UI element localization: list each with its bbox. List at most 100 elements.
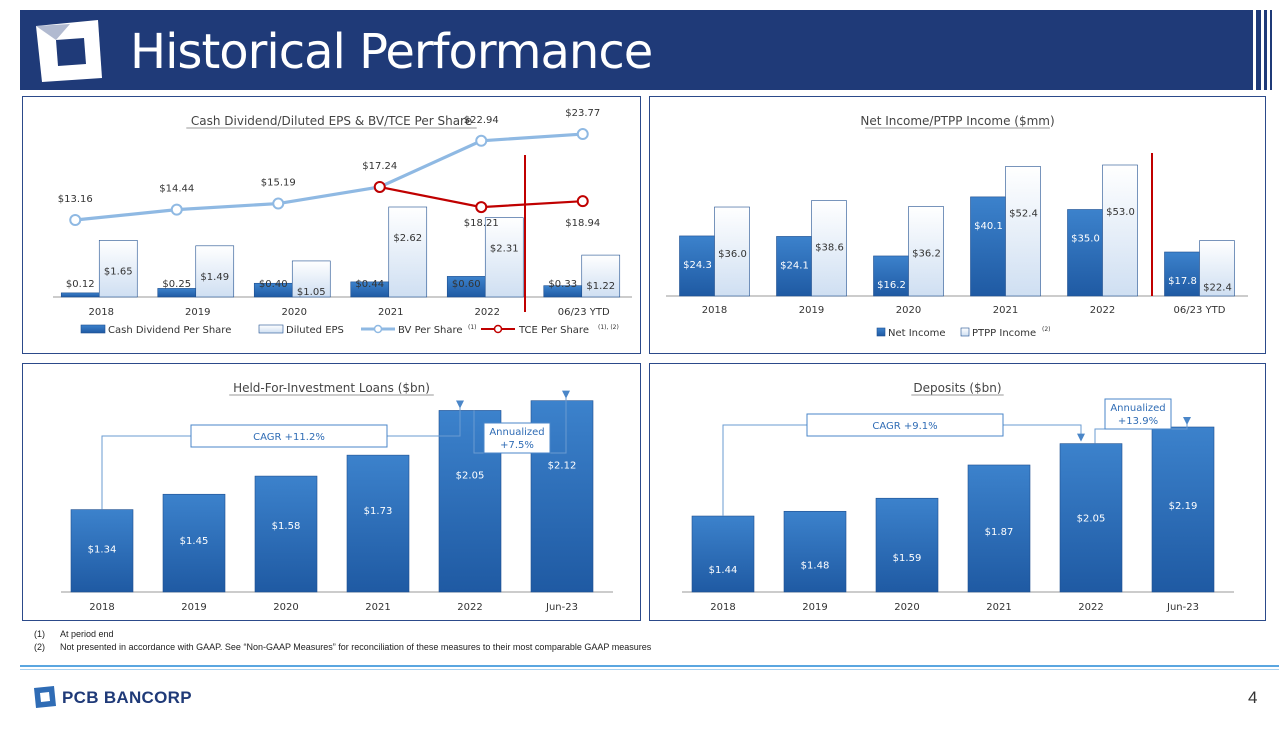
deposits-chart: Deposits ($bn) $1.44 2018 $1.48 2019 $1.59 202… <box>682 381 1234 613</box>
point-tce-per-share <box>373 180 386 193</box>
x-tick-label: 2018 <box>710 602 735 613</box>
x-tick-label: 2018 <box>89 602 114 613</box>
x-tick-label: 2018 <box>89 307 114 318</box>
label-ptpp-income: $36.0 <box>718 249 747 260</box>
net-income-chart: Net Income/PTPP Income ($mm) $24.3 $36.0 20… <box>666 114 1248 339</box>
bar-net-income <box>679 235 715 297</box>
label-cash-dividend: $0.12 <box>66 279 95 290</box>
label-cash-dividend: $0.44 <box>355 279 384 290</box>
legend-ptpp-income: PTPP Income <box>972 328 1036 339</box>
bar-value <box>783 510 847 593</box>
label-net-income: $35.0 <box>1071 233 1100 244</box>
bar-diluted-eps <box>98 240 138 298</box>
legend-net-income: Net Income <box>888 328 946 339</box>
panel-loans: Held-For-Investment Loans ($bn) $1.34 2018… <box>22 363 641 621</box>
brand-logo-icon <box>34 686 56 708</box>
x-tick-label: 2019 <box>802 602 827 613</box>
bar-ptpp-income <box>1199 240 1235 297</box>
cagr-label: CAGR +9.1% <box>872 421 937 432</box>
label-diluted-eps: $1.65 <box>104 266 133 277</box>
label-diluted-eps: $2.31 <box>490 244 519 255</box>
chart-title: Held-For-Investment Loans ($bn) <box>233 381 430 395</box>
label-net-income: $40.1 <box>974 221 1003 232</box>
bar-value <box>1151 426 1215 593</box>
bar-ptpp-income <box>908 206 944 297</box>
label-cash-dividend: $0.25 <box>162 279 191 290</box>
bar-ptpp-income <box>1102 164 1138 297</box>
bar-value-label: $2.05 <box>456 470 485 481</box>
legend-marker-bv <box>373 324 383 334</box>
bar-value-label: $2.05 <box>1077 514 1106 525</box>
label-diluted-eps: $1.49 <box>200 272 229 283</box>
label-ptpp-income: $53.0 <box>1106 207 1135 218</box>
bar-value <box>967 464 1031 593</box>
bar-ptpp-income <box>1005 166 1041 297</box>
x-tick-label: 2018 <box>702 305 727 316</box>
legend-swatch-cash-dividend <box>80 324 106 334</box>
label-bv-per-share: $17.24 <box>362 161 397 172</box>
bar-value-label: $1.34 <box>88 545 117 556</box>
cagr-arrow-icon <box>1077 433 1085 442</box>
label-ptpp-income: $52.4 <box>1009 208 1038 219</box>
legend-swatch-net-income <box>876 327 886 337</box>
bar-cash-dividend <box>60 292 100 298</box>
footnote-2: (2) Not presented in accordance with GAAP… <box>34 642 652 652</box>
panel-eps-bv: Cash Dividend/Diluted EPS & BV/TCE Per S… <box>22 96 641 354</box>
bar-diluted-eps <box>291 260 331 298</box>
bar-net-income <box>873 255 909 297</box>
legend-cash-dividend: Cash Dividend Per Share <box>108 325 231 336</box>
label-bv-per-share: $15.19 <box>261 178 296 189</box>
x-tick-label: 2019 <box>185 307 210 318</box>
label-net-income: $16.2 <box>877 280 906 291</box>
bar-value-label: $1.59 <box>893 553 922 564</box>
panel-net-income: Net Income/PTPP Income ($mm) $24.3 $36.0 20… <box>649 96 1266 354</box>
page-title: Historical Performance <box>130 24 653 80</box>
cagr-box <box>190 424 388 448</box>
label-ptpp-income: $38.6 <box>815 243 844 254</box>
bar-value-label: $1.48 <box>801 560 830 571</box>
annualized-arrow-icon <box>562 390 570 399</box>
bar-value-label: $2.12 <box>548 461 577 472</box>
legend-marker-tce <box>493 324 503 334</box>
legend-bv-per-share: BV Per Share <box>398 325 463 336</box>
footer-rule-light <box>20 669 1279 670</box>
label-bv-per-share: $13.16 <box>58 194 93 205</box>
label-cash-dividend: $0.40 <box>259 279 288 290</box>
x-tick-label: 06/23 YTD <box>1174 305 1226 316</box>
bar-value-label: $1.87 <box>985 527 1014 538</box>
x-tick-label: 2021 <box>365 602 390 613</box>
x-tick-label: 2022 <box>1090 305 1115 316</box>
label-bv-per-share: $23.77 <box>565 108 600 119</box>
annualized-box <box>483 422 551 454</box>
chart-title: Cash Dividend/Diluted EPS & BV/TCE Per S… <box>191 114 472 128</box>
bar-diluted-eps <box>484 217 524 298</box>
x-tick-label: Jun-23 <box>1166 602 1199 613</box>
legend-tce-sup: (1), (2) <box>598 324 619 331</box>
bar-value <box>691 515 755 593</box>
legend-tce-per-share: TCE Per Share <box>518 325 589 336</box>
x-tick-label: Jun-23 <box>545 602 578 613</box>
cagr-box <box>806 413 1004 437</box>
bar-net-income <box>1164 251 1200 297</box>
bar-value-label: $1.45 <box>180 536 209 547</box>
bar-diluted-eps <box>581 254 621 298</box>
point-bv-per-share <box>69 214 82 226</box>
bar-value <box>346 454 410 593</box>
bank-logo-icon <box>36 20 102 82</box>
bar-value <box>254 475 318 593</box>
cagr-label: CAGR +11.2% <box>253 432 325 443</box>
annualized-label: Annualized <box>1110 403 1165 414</box>
point-tce-per-share <box>475 201 488 214</box>
x-tick-label: 2021 <box>986 602 1011 613</box>
header-bar <box>20 10 1250 90</box>
chart-title: Deposits ($bn) <box>913 381 1001 395</box>
label-diluted-eps: $1.22 <box>586 281 615 292</box>
bar-value-label: $1.58 <box>272 521 301 532</box>
loans-chart: Held-For-Investment Loans ($bn) $1.34 2018… <box>61 381 613 613</box>
point-bv-per-share <box>576 128 589 141</box>
annualized-rate: +13.9% <box>1118 416 1158 427</box>
footnotes: (1) At period end (2) Not presented in acc… <box>34 628 651 654</box>
chart-title: Net Income/PTPP Income ($mm) <box>860 114 1054 128</box>
x-tick-label: 2019 <box>799 305 824 316</box>
bar-diluted-eps <box>195 245 235 298</box>
